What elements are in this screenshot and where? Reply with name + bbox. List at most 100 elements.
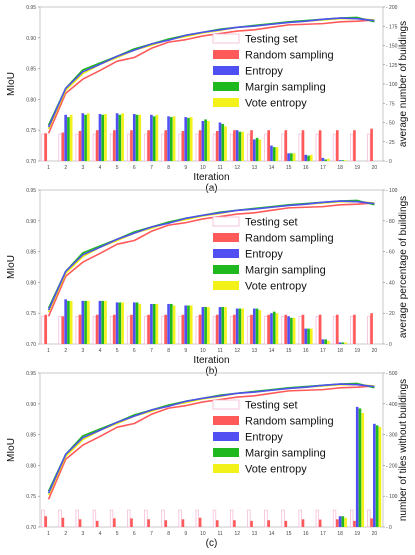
bar-testing-set	[195, 133, 199, 162]
bar-vote-entropy	[121, 113, 124, 161]
y2-tick-label: - 40	[386, 280, 395, 286]
x-axis-label: Iteration	[193, 355, 229, 366]
x-tick-label: 12	[234, 165, 240, 171]
bar-entropy	[304, 328, 308, 344]
bar-entropy	[373, 423, 376, 527]
legend-label: Random sampling	[245, 416, 334, 428]
bar-random-sampling	[284, 314, 288, 344]
y-tick-label: 0.75	[26, 128, 36, 134]
plot-frame	[39, 189, 384, 345]
plot-frame	[39, 372, 384, 528]
x-tick-label: 18	[337, 165, 343, 171]
y-axis-label: MIoU	[6, 72, 17, 96]
bar-margin-sampling	[221, 124, 225, 161]
x-tick-label: 2	[64, 531, 67, 537]
x-tick-label: 8	[167, 165, 170, 171]
x-tick-label: 11	[217, 348, 222, 354]
legend-label: Entropy	[245, 432, 283, 444]
bar-margin-sampling	[272, 311, 276, 344]
bar-random-sampling	[335, 519, 339, 527]
bar-random-sampling	[301, 314, 305, 344]
panel-caption: (b)	[205, 366, 217, 377]
bar-random-sampling	[95, 130, 99, 161]
bar-random-sampling	[61, 517, 65, 527]
x-tick-label: 20	[372, 531, 378, 537]
bar-vote-entropy	[104, 114, 107, 161]
y2-tick-label: - 300	[386, 433, 398, 439]
bar-random-sampling	[198, 314, 202, 344]
panel-caption: (a)	[205, 183, 217, 194]
bar-random-sampling	[284, 520, 288, 527]
bar-random-sampling	[301, 519, 305, 527]
x-tick-label: 1	[47, 165, 50, 171]
bar-random-sampling	[95, 314, 99, 344]
x-tick-label: 6	[133, 165, 136, 171]
bar-testing-set	[92, 509, 97, 528]
bar-entropy	[132, 114, 136, 161]
x-tick-label: 5	[116, 348, 119, 354]
legend-swatch-entropy	[213, 66, 239, 75]
bar-random-sampling	[113, 518, 116, 527]
x-tick-label: 7	[150, 348, 153, 354]
legend-label: Random sampling	[245, 233, 334, 245]
x-tick-label: 18	[337, 348, 343, 354]
bar-entropy	[115, 113, 119, 161]
legend-swatch-margin-sampling	[213, 448, 239, 457]
bar-vote-entropy	[172, 116, 176, 161]
bar-testing-set	[109, 133, 114, 162]
bar-random-sampling	[301, 130, 305, 161]
bar-margin-sampling	[152, 116, 156, 161]
legend-label: Vote entropy	[245, 464, 307, 476]
bar-testing-set	[367, 133, 371, 162]
x-tick-label: 1	[47, 531, 50, 537]
bar-testing-set	[178, 315, 182, 345]
x-tick-label: 10	[200, 531, 206, 537]
bar-testing-set	[332, 315, 337, 345]
legend-swatch-testing-set	[212, 399, 240, 410]
bar-vote-entropy	[361, 413, 365, 527]
bar-entropy	[321, 157, 325, 161]
bar-testing-set	[92, 315, 97, 345]
legend-swatch-vote-entropy	[213, 464, 239, 473]
bar-testing-set	[229, 315, 234, 345]
bar-entropy	[235, 130, 239, 161]
y-tick-label: 0.80	[26, 97, 36, 103]
bar-random-sampling	[181, 130, 185, 161]
bar-testing-set	[109, 315, 114, 345]
bar-entropy	[98, 300, 102, 344]
x-tick-label: 1	[47, 348, 50, 354]
y2-tick-label: - 175	[386, 24, 398, 30]
bar-random-sampling	[215, 520, 219, 527]
bar-entropy	[218, 122, 222, 161]
bar-vote-entropy	[309, 328, 313, 344]
bar-vote-entropy	[87, 300, 90, 344]
legend-swatch-margin-sampling	[213, 82, 239, 91]
bar-margin-sampling	[238, 308, 242, 344]
y2-tick-label: - 20	[386, 311, 395, 317]
legend-label: Testing set	[245, 400, 298, 412]
bar-margin-sampling	[204, 307, 207, 344]
x-tick-label: 10	[200, 348, 206, 354]
bar-testing-set	[367, 509, 371, 528]
legend-label: Margin sampling	[245, 265, 326, 277]
bar-testing-set	[144, 315, 148, 345]
bar-entropy	[252, 308, 256, 344]
y2-tick-label: - 25	[386, 140, 395, 146]
legend-label: Entropy	[245, 66, 283, 78]
y-tick-label: 0.85	[26, 433, 36, 439]
bar-margin-sampling	[67, 300, 70, 344]
bar-random-sampling	[44, 314, 48, 344]
bar-testing-set	[247, 133, 251, 162]
bar-vote-entropy	[207, 307, 210, 344]
bar-random-sampling	[181, 314, 185, 344]
y2-axis-label: average percentage of buildings	[398, 196, 409, 338]
bar-vote-entropy	[104, 300, 107, 344]
bar-entropy	[64, 299, 67, 344]
x-tick-label: 17	[320, 348, 326, 354]
bar-random-sampling	[233, 314, 236, 344]
legend-swatch-margin-sampling	[213, 265, 239, 274]
bar-random-sampling	[250, 520, 253, 527]
y-tick-label: 0.80	[26, 280, 36, 286]
line-entropy	[47, 17, 375, 128]
x-tick-label: 9	[184, 165, 187, 171]
